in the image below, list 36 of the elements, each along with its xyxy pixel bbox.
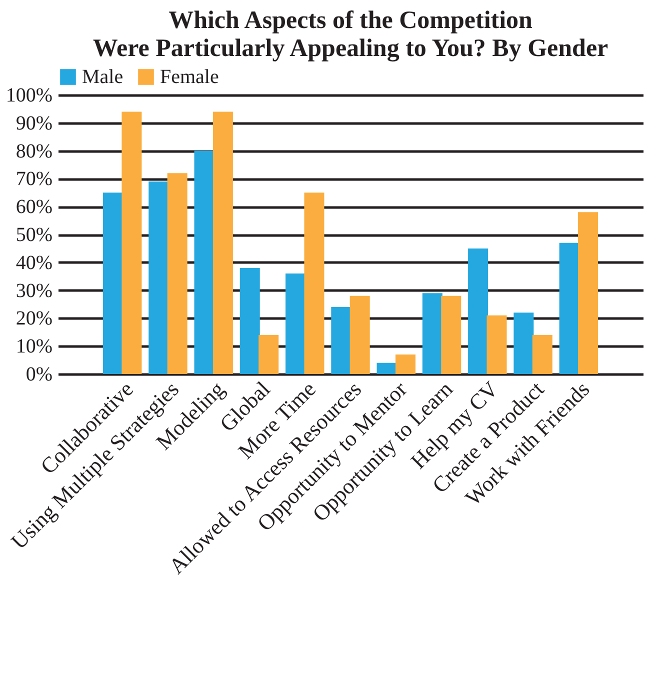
bar (422, 293, 442, 374)
bar (286, 274, 306, 374)
y-tick-label: 20% (16, 308, 52, 330)
bar (532, 334, 552, 374)
bar (304, 192, 324, 374)
bar (350, 296, 370, 374)
bar (194, 150, 214, 374)
bar (559, 242, 580, 374)
y-tick-label: 0% (26, 364, 52, 386)
y-tick-label: 90% (16, 112, 52, 134)
legend-label: Female (160, 66, 219, 88)
bar (514, 312, 534, 374)
y-tick-label: 100% (6, 84, 52, 106)
y-tick-label: 60% (16, 196, 52, 218)
bar (167, 173, 188, 374)
legend-label: Male (82, 66, 124, 88)
bar (395, 354, 416, 374)
chart-title: Which Aspects of the Competition Were Particularly Appealing to You? By Gender (92, 7, 608, 62)
bar (578, 212, 598, 374)
bar (102, 192, 123, 374)
y-tick-label: 80% (16, 140, 52, 162)
bar (331, 307, 352, 374)
bar (441, 296, 462, 374)
bar (468, 248, 488, 374)
bar (212, 112, 233, 374)
bar (122, 112, 142, 374)
bar (148, 181, 169, 374)
bar (240, 268, 260, 374)
bar (486, 315, 507, 374)
y-tick-label: 40% (16, 252, 52, 274)
y-tick-label: 70% (16, 168, 52, 190)
y-tick-label: 10% (16, 336, 52, 358)
bar (376, 362, 397, 374)
y-tick-label: 50% (16, 224, 52, 246)
bar (258, 334, 279, 374)
y-tick-label: 30% (16, 280, 52, 302)
